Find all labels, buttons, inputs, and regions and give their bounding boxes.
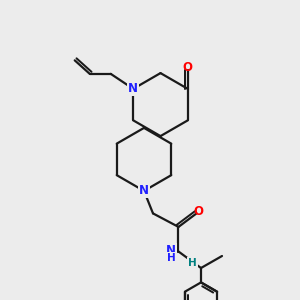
Text: N: N [166,244,176,256]
Text: H: H [188,258,197,268]
Text: N: N [139,184,149,197]
Text: O: O [194,206,204,218]
Text: N: N [128,82,138,95]
Text: O: O [183,61,193,74]
Text: H: H [167,253,176,263]
